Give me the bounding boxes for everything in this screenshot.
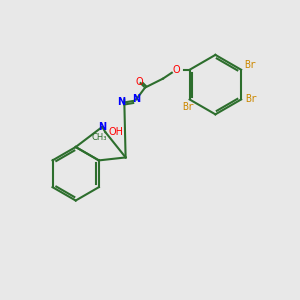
Text: Br: Br: [182, 102, 194, 112]
Text: Br: Br: [246, 94, 257, 104]
Text: O: O: [135, 76, 143, 87]
Text: N: N: [98, 122, 106, 132]
Text: O: O: [172, 65, 180, 75]
Text: N: N: [117, 98, 125, 107]
Text: N: N: [132, 94, 140, 104]
Text: Br: Br: [244, 60, 256, 70]
Text: CH₃: CH₃: [92, 133, 107, 142]
Text: OH: OH: [108, 127, 123, 137]
